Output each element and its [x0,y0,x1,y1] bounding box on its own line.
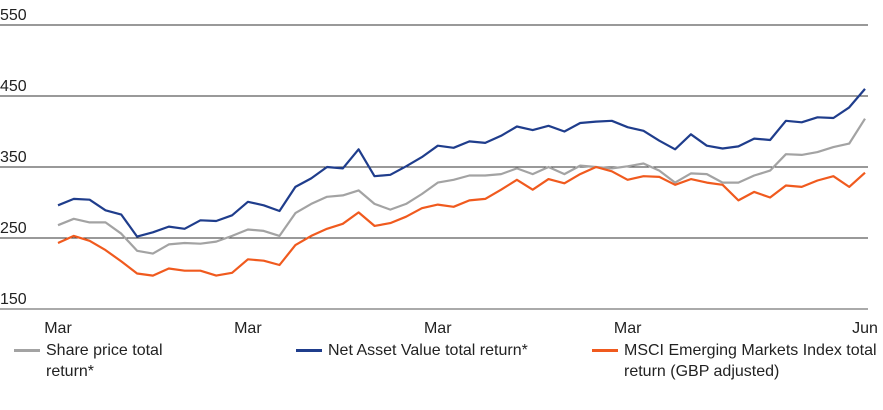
x-tick-label: Mar18 [614,320,642,340]
legend-label: Net Asset Value total return* [328,342,528,359]
x-tick-label: Mar16 [234,320,262,340]
series-line [57,165,866,277]
legend-swatch [296,349,322,352]
legend: Share price total return* Net Asset Value… [0,340,883,410]
legend-swatch [14,349,40,352]
legend-label: MSCI Emerging Markets Index total return… [624,342,877,380]
chart: 150 250 350 450 550 Mar15 Mar16 Mar17 Mar18 Jun19 [0,7,878,340]
y-tick-label: 550 [0,7,27,24]
series-line [57,88,866,238]
legend-item: MSCI Emerging Markets Index total return… [592,340,877,382]
x-tick-label: Mar15 [44,320,72,340]
y-tick-label: 150 [0,291,27,308]
legend-item: Share price total return* [14,340,214,382]
y-tick-label: 350 [0,149,27,166]
y-tick-label: 250 [0,220,27,237]
series-line [57,118,866,255]
legend-item: Net Asset Value total return* [296,340,566,361]
x-tick-label: Mar17 [424,320,452,340]
x-tick-label: Jun19 [852,320,878,340]
legend-swatch [592,349,618,352]
legend-label: Share price total return* [46,342,163,380]
y-tick-label: 450 [0,78,27,95]
